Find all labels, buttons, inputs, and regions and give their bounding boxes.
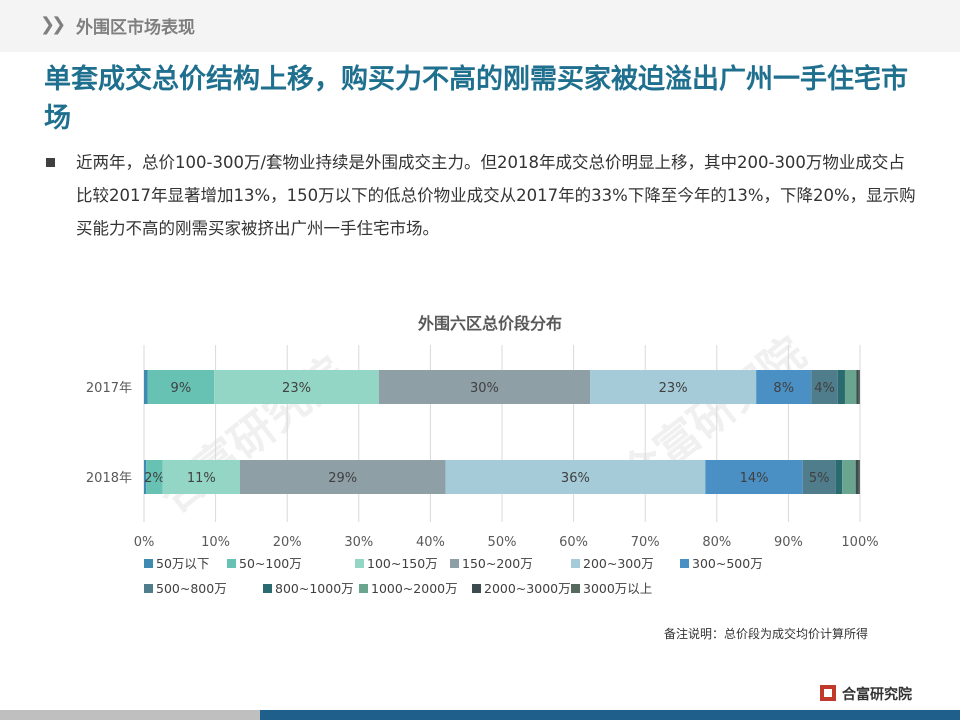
legend-swatch [571,559,580,568]
data-label: 23% [282,381,311,396]
legend-swatch [144,559,153,568]
bar-segment [855,460,859,494]
footnote: 备注说明：总价段为成交均价计算所得 [663,627,868,641]
x-axis-ticks: 0% 10% 20% 30% 40% 50% 60% 70% 80% 90% 100% [134,535,879,550]
bar-segment [842,460,856,494]
data-label: 2% [144,471,165,486]
bullet-square-icon [46,158,55,167]
legend-label: 500~800万 [156,581,227,596]
x-tick-label: 0% [134,535,155,550]
category-label: 2017年 [86,381,132,396]
data-label: 11% [187,471,216,486]
bar-segment [858,370,860,404]
bar-segment [162,460,240,494]
body-paragraph: 近两年，总价100-300万/套物业持续是外围成交主力。但2018年成交总价明显… [76,153,916,238]
data-label: 29% [328,471,357,486]
bar-segment [378,370,591,404]
x-tick-label: 40% [416,535,445,550]
data-label: 23% [659,381,688,396]
x-tick-label: 30% [344,535,373,550]
legend-label: 800~1000万 [275,581,354,596]
x-tick-label: 50% [488,535,517,550]
data-label: 5% [809,471,830,486]
data-label: 36% [561,471,590,486]
legend-swatch [680,559,689,568]
chart-title: 外围六区总价段分布 [417,314,562,333]
bar-segment [756,370,812,404]
x-tick-label: 80% [702,535,731,550]
data-label: 30% [470,381,499,396]
legend-swatch [450,559,459,568]
top-bar [0,0,960,52]
bar-segment [239,460,446,494]
page-headline: 单套成交总价结构上移，购买力不高的刚需买家被迫溢出广州一手住宅市场 [44,64,908,134]
brand-name: 合富研究院 [842,687,912,703]
legend-swatch [144,584,153,593]
bar-segment [146,460,163,494]
data-label: 4% [814,381,835,396]
legend-swatch [472,584,481,593]
x-tick-label: 20% [273,535,302,550]
bar-segment [445,460,706,494]
bar-segment [705,460,803,494]
chart-bars: 9% 23% 30% 23% 8% 4% 2% 11% 29% 36% 14% 5% [144,370,860,494]
chart-legend: 50万以下 50~100万 100~150万 150~200万 200~300万 300~… [144,556,763,596]
footer-bar-left [0,710,260,720]
bar-segment [802,460,836,494]
legend-label: 3000万以上 [583,581,652,596]
legend-swatch [263,584,272,593]
data-label: 14% [740,471,769,486]
bar-segment [837,370,845,404]
x-tick-label: 60% [559,535,588,550]
legend-label: 150~200万 [462,556,533,571]
bar-segment [811,370,838,404]
legend-label: 50~100万 [239,556,302,571]
section-title: 外围区市场表现 [76,18,195,38]
x-tick-label: 10% [201,535,230,550]
footer-bar-right [260,710,960,720]
bar-segment [144,370,148,404]
x-tick-label: 70% [631,535,660,550]
bar-segment [858,460,860,494]
bar-segment [147,370,215,404]
bar-segment [590,370,757,404]
category-label: 2018年 [86,471,132,486]
legend-label: 100~150万 [367,556,438,571]
legend-swatch [571,584,580,593]
legend-label: 50万以下 [156,556,209,571]
legend-label: 2000~3000万 [484,581,571,596]
bar-segment [844,370,857,404]
legend-label: 1000~2000万 [371,581,458,596]
chevron-right-icon: ❯❯ [40,14,66,35]
x-tick-label: 90% [774,535,803,550]
legend-swatch [359,584,368,593]
legend-label: 200~300万 [583,556,654,571]
x-tick-label: 100% [841,535,878,550]
bar-segment [835,460,843,494]
bar-segment [856,370,859,404]
legend-label: 300~500万 [692,556,763,571]
legend-swatch [227,559,236,568]
bar-segment [214,370,379,404]
legend-swatch [355,559,364,568]
data-label: 9% [171,381,192,396]
brand-logo-icon [820,685,836,701]
data-label: 8% [773,381,794,396]
bar-segment [144,460,147,494]
category-axis: 2017年 2018年 [86,381,132,486]
